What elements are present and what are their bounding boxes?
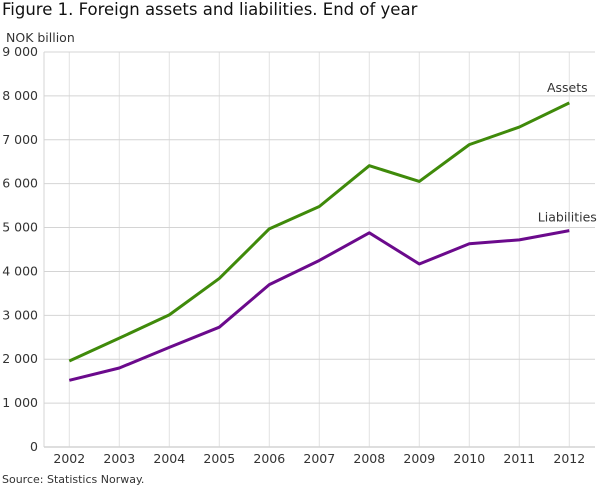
x-tick-label: 2011 xyxy=(503,451,535,466)
x-tick-label: 2010 xyxy=(453,451,485,466)
y-tick-label: 7 000 xyxy=(2,132,38,147)
x-tick-label: 2005 xyxy=(203,451,235,466)
chart-title: Figure 1. Foreign assets and liabilities… xyxy=(2,0,418,19)
y-tick-label: 2 000 xyxy=(2,351,38,366)
y-tick-label: 6 000 xyxy=(2,176,38,191)
series-label: Assets xyxy=(547,80,588,95)
y-tick-label: 8 000 xyxy=(2,88,38,103)
x-tick-label: 2003 xyxy=(103,451,135,466)
x-tick-label: 2004 xyxy=(153,451,185,466)
y-tick-label: 3 000 xyxy=(2,307,38,322)
x-tick-label: 2006 xyxy=(253,451,285,466)
y-tick-label: 4 000 xyxy=(2,263,38,278)
series-line-assets xyxy=(68,101,570,363)
x-tick-label: 2012 xyxy=(553,451,585,466)
y-tick-label: 5 000 xyxy=(2,220,38,235)
x-tick-label: 2009 xyxy=(403,451,435,466)
y-tick-label: 1 000 xyxy=(2,395,38,410)
x-tick-label: 2007 xyxy=(303,451,335,466)
y-tick-label: 9 000 xyxy=(2,44,38,59)
x-tick-label: 2008 xyxy=(353,451,385,466)
series-line-liabilities xyxy=(68,229,570,382)
y-tick-label: 0 xyxy=(30,439,38,454)
series-label: Liabilities xyxy=(538,210,597,225)
source-note: Source: Statistics Norway. xyxy=(2,473,145,486)
y-axis-label: NOK billion xyxy=(6,30,75,45)
x-tick-label: 2002 xyxy=(53,451,85,466)
